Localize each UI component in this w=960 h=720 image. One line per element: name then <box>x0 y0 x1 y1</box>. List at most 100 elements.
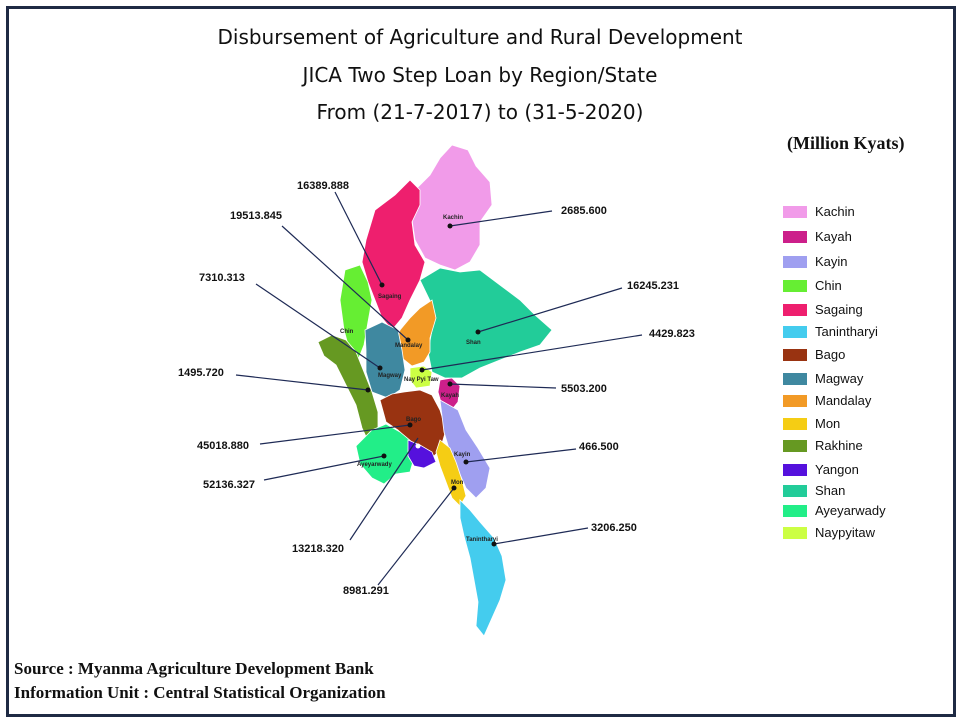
region-label-kachin: Kachin <box>443 215 463 221</box>
point-yangon <box>415 443 421 449</box>
legend-swatch-yangon <box>783 464 807 476</box>
leader-yangon <box>349 437 419 541</box>
leader-kachin <box>449 210 553 227</box>
callout-tanintharyi: 3206.250 <box>591 522 637 534</box>
legend-label-ayeyarwady: Ayeyarwady <box>815 503 886 518</box>
point-rakhine <box>365 387 371 393</box>
legend-label-naypyitaw: Naypyitaw <box>815 525 875 540</box>
point-naypyitaw <box>419 367 425 373</box>
region-label-mandalay: Mandalay <box>395 343 423 349</box>
legend-swatch-ayeyarwady <box>783 505 807 517</box>
source-line-2: Information Unit : Central Statistical O… <box>14 683 386 702</box>
legend-swatch-chin <box>783 280 807 292</box>
legend-label-shan: Shan <box>815 483 846 498</box>
region-label-shan: Shan <box>466 340 481 346</box>
legend-label-chin: Chin <box>815 278 842 293</box>
legend-label-kayin: Kayin <box>815 254 848 269</box>
legend-swatch-naypyitaw <box>783 527 807 539</box>
point-kayah <box>447 381 453 387</box>
legend-swatch-bago <box>783 349 807 361</box>
region-shan <box>419 267 553 379</box>
callout-ayeyarwady: 52136.327 <box>203 479 255 491</box>
title-line-3: From (21-7-2017) to (31-5-2020) <box>316 100 644 124</box>
point-magway <box>377 365 383 371</box>
leader-kayah <box>449 383 557 389</box>
legend-swatch-kayin <box>783 256 807 268</box>
region-tanintharyi <box>459 499 507 637</box>
legend-label-mandalay: Mandalay <box>815 393 872 408</box>
legend-label-kachin: Kachin <box>815 204 855 219</box>
callout-rakhine: 1495.720 <box>178 367 224 379</box>
leader-ayeyarwady <box>263 455 385 481</box>
callout-shan: 16245.231 <box>627 280 679 292</box>
region-label-kayin: Kayin <box>454 452 471 458</box>
point-bago <box>407 422 413 428</box>
region-label-magway: Magway <box>378 373 402 379</box>
legend-swatch-mandalay <box>783 395 807 407</box>
leader-mon <box>377 487 455 586</box>
legend-swatch-tanintharyi <box>783 326 807 338</box>
leader-shan <box>477 287 623 333</box>
legend-label-bago: Bago <box>815 347 846 362</box>
legend-swatch-kachin <box>783 206 807 218</box>
region-magway <box>364 321 406 399</box>
region-label-naypyitaw: Nay Pyi Taw <box>404 377 439 383</box>
point-sagaing <box>379 282 385 288</box>
region-chin <box>339 264 373 361</box>
unit-label: (Million Kyats) <box>787 133 905 153</box>
region-label-chin: Chin <box>340 329 354 335</box>
callout-naypyitaw: 4429.823 <box>649 328 695 340</box>
point-mandalay <box>405 337 411 343</box>
region-label-tanintharyi: Tanintharyi <box>466 537 498 543</box>
callout-bago: 45018.880 <box>197 440 249 452</box>
legend-label-mon: Mon <box>815 416 841 431</box>
callout-kayah: 5503.200 <box>561 383 607 395</box>
leader-rakhine <box>235 374 369 391</box>
legend-label-magway: Magway <box>815 371 864 386</box>
callout-sagaing: 16389.888 <box>297 180 349 192</box>
leader-sagaing <box>334 191 383 286</box>
leader-mandalay <box>281 225 409 341</box>
point-tanintharyi <box>491 541 497 547</box>
title-line-2: JICA Two Step Loan by Region/State <box>302 63 658 87</box>
callout-mandalay: 19513.845 <box>230 210 282 222</box>
leader-tanintharyi <box>493 527 589 545</box>
callout-kayin: 466.500 <box>579 441 619 453</box>
legend-swatch-magway <box>783 373 807 385</box>
region-sagaing <box>361 179 426 331</box>
leader-kayin <box>465 448 577 463</box>
source-line-1: Source : Myanma Agriculture Development … <box>14 659 374 678</box>
legend-swatch-rakhine <box>783 440 807 452</box>
title-line-1: Disbursement of Agriculture and Rural De… <box>217 25 743 49</box>
region-label-bago: Bago <box>406 417 421 423</box>
legend-label-tanintharyi: Tanintharyi <box>815 324 878 339</box>
point-shan <box>475 329 481 335</box>
region-yangon <box>407 439 437 469</box>
callout-mon: 8981.291 <box>343 585 389 597</box>
legend-label-sagaing: Sagaing <box>815 302 863 317</box>
callout-magway: 7310.313 <box>199 272 245 284</box>
leader-naypyitaw <box>421 334 643 371</box>
chart-frame <box>6 6 956 717</box>
legend-swatch-mon <box>783 418 807 430</box>
legend-swatch-shan <box>783 485 807 497</box>
leader-bago <box>259 424 411 445</box>
region-kachin <box>409 144 493 271</box>
legend-label-rakhine: Rakhine <box>815 438 863 453</box>
region-naypyitaw <box>409 365 433 389</box>
legend-label-kayah: Kayah <box>815 229 852 244</box>
legend-swatch-sagaing <box>783 304 807 316</box>
point-kayin <box>463 459 469 465</box>
legend-label-yangon: Yangon <box>815 462 859 477</box>
leader-magway <box>255 283 381 369</box>
callout-yangon: 13218.320 <box>292 543 344 555</box>
region-label-mon: Mon <box>451 480 464 486</box>
point-kachin <box>447 223 453 229</box>
point-ayeyarwady <box>381 453 387 459</box>
region-label-sagaing: Sagaing <box>378 294 402 300</box>
callout-kachin: 2685.600 <box>561 205 607 217</box>
legend-swatch-kayah <box>783 231 807 243</box>
point-mon <box>451 485 457 491</box>
region-label-kayah: Kayah <box>441 393 459 399</box>
